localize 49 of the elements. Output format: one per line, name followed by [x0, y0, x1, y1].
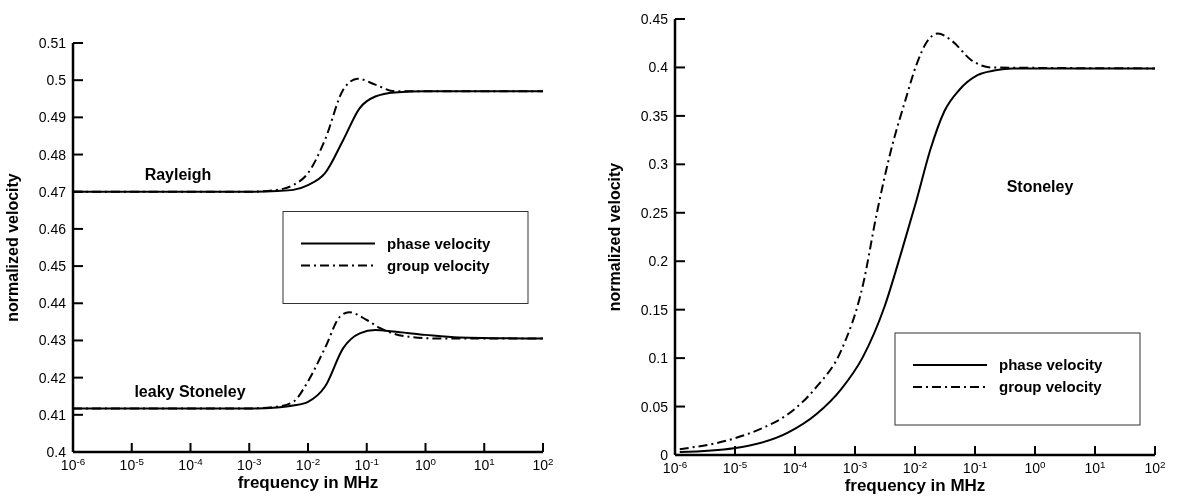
x-tick-label: 10$^{-5}$: [722, 458, 748, 476]
y-tick-label: 0.46: [38, 220, 67, 237]
y-tick-label: 0.1: [648, 350, 669, 367]
x-tick-label: 10$^{1}$: [473, 455, 495, 473]
y-tick-label: 0: [660, 447, 669, 463]
y-tick-label: 0.43: [38, 332, 67, 349]
y-tick-label: 0.44: [38, 295, 67, 312]
annotation: Rayleigh: [144, 166, 212, 183]
x-tick-label: 10$^{-5}$: [119, 455, 145, 473]
x-tick-label: 10$^{-3}$: [237, 455, 262, 473]
y-tick-label: 0.47: [38, 183, 67, 200]
y-tick-label: 0.2: [648, 253, 669, 270]
y-tick-label: 0.15: [640, 301, 669, 318]
x-axis-title: frequency in MHz: [237, 473, 379, 492]
y-tick-label: 0.42: [38, 369, 67, 386]
annotation: leaky Stoneley: [134, 383, 246, 400]
y-tick-label: 0.5: [46, 72, 67, 89]
annotation: Stoneley: [1006, 178, 1074, 195]
y-tick-label: 0.45: [640, 11, 669, 27]
y-tick-label: 0.25: [640, 204, 669, 221]
y-tick-label: 0.49: [38, 109, 67, 126]
x-tick-label: 10$^{-1}$: [354, 455, 379, 473]
y-tick-label: 0.45: [38, 258, 67, 275]
y-tick-label: 0.3: [648, 156, 669, 173]
legend-label: group velocity: [387, 256, 491, 274]
x-tick-label: 10$^{-4}$: [178, 455, 204, 473]
legend-label: phase velocity: [999, 356, 1104, 373]
y-axis-title: normalized velocity: [606, 162, 623, 312]
x-tick-label: 10$^{2}$: [1144, 458, 1166, 476]
x-tick-label: 10$^{1}$: [1084, 458, 1106, 476]
y-tick-label: 0.4: [46, 444, 67, 460]
x-tick-label: 10$^{2}$: [532, 455, 554, 473]
x-tick-label: 10$^{-4}$: [782, 458, 808, 476]
legend-label: phase velocity: [387, 234, 492, 252]
x-tick-label: 10$^{-2}$: [902, 458, 928, 476]
x-tick-label: 10$^{0}$: [1024, 458, 1047, 476]
legend-label: group velocity: [999, 378, 1103, 395]
x-tick-label: 10$^{-3}$: [842, 458, 868, 476]
y-axis-title: normalized velocity: [4, 173, 21, 322]
x-tick-label: 10$^{-1}$: [962, 458, 988, 476]
y-tick-label: 0.41: [38, 406, 67, 423]
y-tick-label: 0.4: [648, 59, 669, 76]
x-axis-title: frequency in MHz: [844, 476, 986, 495]
x-tick-label: 10$^{0}$: [414, 455, 437, 473]
x-tick-label: 10$^{-2}$: [295, 455, 321, 473]
y-tick-label: 0.05: [640, 398, 669, 415]
y-tick-label: 0.51: [38, 35, 67, 51]
y-tick-label: 0.35: [640, 107, 669, 124]
y-tick-label: 0.48: [38, 146, 67, 163]
